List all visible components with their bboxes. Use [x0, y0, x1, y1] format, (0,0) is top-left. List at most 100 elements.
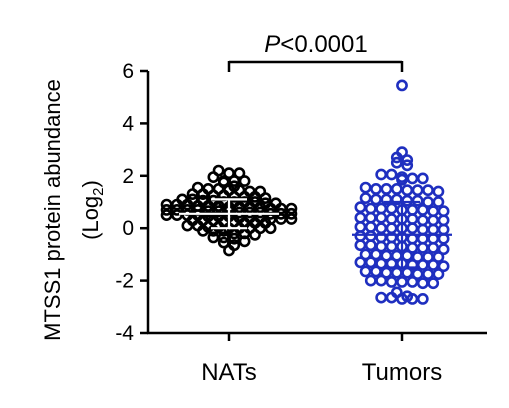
- data-point: [396, 275, 408, 288]
- data-point: [416, 203, 429, 216]
- data-point: [223, 244, 235, 257]
- data-point: [254, 201, 267, 214]
- data-point: [375, 168, 388, 181]
- y-tick-label: 4: [122, 112, 134, 135]
- y-axis-unit-suffix: ): [78, 180, 103, 187]
- data-point: [375, 211, 388, 224]
- data-point: [364, 239, 377, 252]
- data-point: [249, 190, 261, 203]
- data-point: [354, 256, 367, 269]
- y-tick-label: -4: [115, 322, 134, 345]
- data-point: [416, 292, 429, 305]
- data-point: [416, 223, 429, 236]
- data-point: [437, 243, 450, 256]
- data-point: [370, 182, 382, 195]
- data-point: [406, 275, 419, 288]
- error-bars: [179, 198, 452, 269]
- x-tick-label: NATs: [201, 359, 257, 386]
- data-point: [370, 248, 382, 261]
- data-point: [390, 266, 403, 279]
- data-point: [359, 192, 372, 204]
- y-axis-title-main: MTSS1 protein abundance: [40, 79, 65, 341]
- data-point: [401, 266, 414, 279]
- data-point: [385, 222, 398, 235]
- data-point: [422, 184, 434, 197]
- data-point: [212, 199, 225, 212]
- data-point: [364, 220, 377, 233]
- data-point: [437, 223, 450, 236]
- data-point: [285, 213, 298, 225]
- y-tick-label: -2: [115, 270, 134, 293]
- data-point: [427, 241, 440, 254]
- data-point: [422, 268, 434, 280]
- data-point: [390, 193, 403, 206]
- p-rest: <0.0001: [280, 31, 367, 58]
- data-point: [390, 182, 403, 195]
- data-point: [427, 277, 440, 290]
- y-axis-unit-prefix: (Log: [78, 196, 103, 240]
- data-point: [411, 184, 424, 197]
- data-point: [390, 151, 403, 164]
- data-points: [160, 79, 450, 305]
- p-symbol: P: [264, 31, 280, 58]
- data-point: [217, 231, 230, 244]
- data-point: [217, 236, 230, 249]
- data-point: [228, 232, 241, 245]
- x-tick-label: Tumors: [362, 359, 442, 386]
- data-point: [432, 185, 445, 198]
- data-point: [217, 224, 230, 237]
- data-point: [385, 168, 398, 181]
- data-point: [406, 172, 419, 185]
- data-point: [197, 188, 209, 200]
- data-point: [238, 235, 251, 248]
- data-point: [427, 258, 440, 271]
- data-point: [354, 220, 367, 233]
- data-point: [432, 196, 445, 208]
- data-point: [254, 206, 267, 219]
- data-point: [385, 291, 398, 304]
- y-tick-label: 0: [122, 217, 134, 240]
- data-point: [359, 181, 372, 194]
- data-point: [207, 171, 220, 183]
- data-point: [432, 251, 445, 263]
- data-point: [385, 213, 398, 225]
- data-point: [401, 159, 414, 172]
- data-point: [406, 222, 419, 235]
- data-point: [427, 223, 440, 236]
- y-axis-unit: (Log2): [78, 180, 107, 240]
- data-point: [259, 192, 272, 204]
- data-point: [364, 274, 377, 287]
- data-point: [238, 175, 251, 187]
- data-point: [396, 173, 408, 186]
- data-point: [416, 172, 429, 185]
- data-point: [249, 228, 261, 241]
- data-point: [354, 201, 367, 214]
- x-ticks: NATs Tumors: [201, 333, 442, 386]
- data-point: [375, 274, 388, 287]
- data-point: [233, 167, 246, 180]
- data-point: [264, 222, 277, 235]
- data-point: [416, 214, 429, 227]
- data-point: [401, 154, 414, 166]
- y-tick-label: 2: [122, 165, 134, 188]
- data-point: [375, 291, 388, 304]
- data-point: [437, 260, 450, 273]
- data-point: [364, 256, 377, 269]
- y-axis-unit-sub: 2: [90, 187, 107, 195]
- data-point: [385, 275, 398, 288]
- data-point: [359, 265, 372, 278]
- data-point: [385, 202, 398, 215]
- data-point: [396, 79, 408, 92]
- p-value-annotation: P<0.0001: [264, 31, 367, 58]
- y-axis-title: MTSS1 protein abundance: [40, 79, 65, 341]
- y-tick-label: 6: [122, 60, 134, 83]
- data-point: [370, 265, 382, 278]
- data-point: [285, 207, 298, 220]
- data-point: [354, 211, 367, 224]
- data-point: [375, 222, 388, 235]
- data-point: [401, 184, 414, 197]
- data-point: [401, 194, 414, 207]
- significance-bracket: [227, 60, 404, 72]
- data-point: [390, 156, 403, 169]
